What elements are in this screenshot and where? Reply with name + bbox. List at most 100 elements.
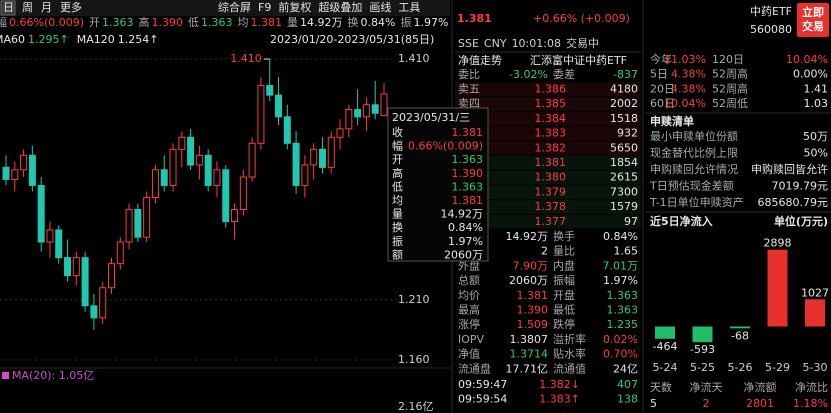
ask-bg — [455, 82, 641, 97]
stat-label: 跌停 — [553, 317, 575, 331]
candle-body — [107, 263, 115, 289]
candle-body — [143, 196, 151, 238]
redemption-value: 7019.79元 — [772, 180, 829, 193]
book-tab[interactable]: 汇添富中证中药ETF — [530, 53, 627, 67]
redemption-label: 申购赎回允许情况 — [650, 162, 738, 176]
return-value: 21.03% — [664, 53, 706, 66]
trade-button-text[interactable]: 交易 — [802, 19, 824, 33]
ask-price: 1.383 — [535, 127, 567, 140]
tooltip-value: 0.84% — [448, 221, 483, 234]
stat-value: 1.509 — [517, 318, 549, 331]
info-value: 0.84% — [361, 16, 396, 29]
trade-button-text[interactable]: 立即 — [802, 5, 824, 19]
flow-bar — [655, 326, 675, 339]
ask-bg — [455, 141, 641, 155]
stat-value: 14.92万 — [506, 230, 549, 243]
stat-label: 振幅 — [553, 273, 575, 287]
return-label: 52周高 — [712, 81, 748, 95]
bar-value-label: -68 — [731, 329, 749, 342]
volume-ma-label: MA(20): 1.05亿 — [12, 369, 94, 382]
ask-bg — [455, 97, 641, 111]
ma-value: 1.295↑ — [28, 33, 69, 46]
candle-body — [134, 209, 142, 238]
stat-value: 0.02% — [603, 333, 638, 346]
candle-body — [187, 136, 195, 166]
high-label: 1.410 — [230, 52, 262, 65]
bid-volume: 7300 — [610, 185, 638, 198]
change: +0.66% (+0.009) — [533, 12, 630, 25]
candle-body — [231, 209, 239, 223]
bid-price: 1.378 — [535, 200, 567, 213]
volume-tick: 2.16亿 — [398, 400, 434, 413]
candle-body — [248, 142, 256, 178]
tool-button[interactable]: F9 — [258, 1, 271, 14]
bid-price: 1.379 — [535, 185, 567, 198]
candle-body — [275, 94, 283, 118]
section-title: 申赎清单 — [650, 114, 694, 128]
return-value: 4.38% — [671, 82, 706, 95]
fund-name: 中药ETF — [750, 5, 792, 18]
info-value: 1.97% — [413, 16, 448, 29]
summary-label: 净流额 — [744, 380, 777, 394]
return-value: 0.00% — [793, 68, 828, 81]
tooltip-label: 额 — [392, 248, 403, 261]
period-tab[interactable]: 月 — [41, 1, 52, 14]
ask-label: 卖五 — [458, 83, 480, 96]
info-value: 1.363 — [201, 16, 233, 29]
tooltip-value: 1.363 — [452, 180, 484, 193]
period-tab[interactable]: 周 — [22, 1, 33, 14]
stat-label: 溢折率 — [553, 332, 586, 346]
volume-icon — [2, 372, 9, 379]
redemption-label: 现金替代比例上限 — [650, 146, 738, 160]
info-value: 1.381 — [251, 16, 283, 29]
tool-button[interactable]: 工具 — [398, 1, 420, 14]
candle-body — [283, 116, 291, 144]
candle-body — [195, 154, 203, 166]
bid-volume: 97 — [624, 215, 638, 228]
return-label: 今年 — [650, 52, 672, 66]
price: 1.381 — [457, 12, 492, 25]
x-tick-label: 5-24 — [653, 361, 678, 374]
ask-label: 卖四 — [458, 97, 480, 110]
stat-value: 2060万 — [509, 274, 548, 287]
return-label: 52周高 — [712, 67, 748, 81]
ask-volume: 4180 — [610, 83, 638, 96]
tool-button[interactable]: 画线 — [369, 0, 391, 14]
book-tab[interactable]: 净值走势 — [458, 53, 502, 67]
period-tab[interactable]: 日 — [3, 1, 14, 14]
bar-value-label: 2898 — [764, 237, 792, 250]
tooltip-label: 幅 — [392, 140, 403, 153]
candle-body — [37, 184, 45, 243]
tooltip-value: 0.66%(0.009) — [408, 140, 483, 153]
stat-label: 流通盘 — [458, 361, 491, 375]
bid-volume: 1854 — [610, 156, 638, 169]
tool-button[interactable]: 超级叠加 — [318, 0, 362, 14]
tool-button[interactable]: 前复权 — [278, 0, 311, 14]
bid-volume: 2615 — [610, 171, 638, 184]
trade-button[interactable] — [797, 3, 829, 37]
chart-title: 近5日净流入 — [650, 214, 713, 228]
info-label: 振 — [400, 15, 411, 29]
redemption-value: 申购赎回皆允许 — [751, 162, 828, 176]
bid-bg — [455, 156, 641, 170]
candle-body — [371, 104, 379, 114]
period-tab[interactable]: 更多 — [60, 0, 82, 14]
tooltip-value: 14.92万 — [441, 208, 484, 221]
trade-time: 09:59:54 — [458, 393, 507, 406]
candle-body — [125, 209, 133, 243]
candle-body — [266, 85, 274, 96]
ask-price: 1.382 — [535, 141, 567, 154]
bid-price: 1.380 — [535, 171, 567, 184]
bid-bg — [455, 214, 641, 229]
ratio-label: 委比 — [458, 68, 480, 81]
tool-button[interactable]: 综合屏 — [218, 0, 251, 14]
info-value: 1.363 — [102, 16, 134, 29]
summary-value: 2 — [703, 397, 710, 410]
redemption-value: 50% — [804, 147, 828, 160]
stat-label: 最高 — [458, 303, 480, 317]
x-tick-label: 5-26 — [728, 361, 753, 374]
return-label: 60日 — [650, 97, 675, 110]
stat-value: 1.363 — [607, 289, 639, 302]
stat-value: 1.97% — [603, 274, 638, 287]
candle-body — [99, 287, 107, 319]
